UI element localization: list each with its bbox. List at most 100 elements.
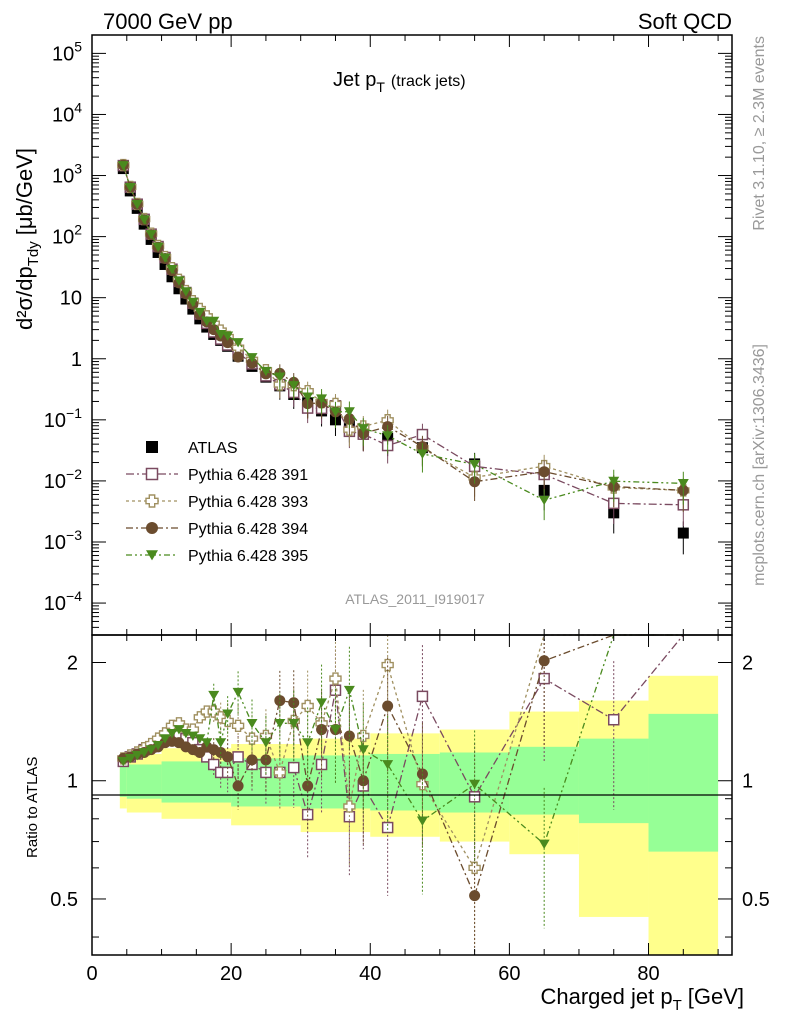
y-tick-label: 10−4 — [44, 588, 82, 615]
legend-label: Pythia 6.428 395 — [188, 548, 308, 565]
data-point — [222, 331, 234, 341]
ratio-plot-data — [117, 634, 684, 955]
ratio-point — [173, 725, 185, 735]
ratio-point — [302, 738, 314, 748]
main-frame — [91, 34, 733, 636]
data-point — [166, 271, 178, 283]
legend-label: Pythia 6.428 394 — [188, 521, 308, 538]
ratio-tick-label: 0.5 — [742, 889, 770, 911]
band-inner — [578, 738, 649, 824]
ratio-point — [316, 698, 328, 708]
ratio-point — [416, 690, 429, 703]
ratio-point — [469, 890, 481, 902]
y-tick-label: 10−1 — [44, 405, 82, 432]
data-point — [159, 258, 171, 270]
ratio-point — [260, 754, 272, 766]
main-plot-data — [117, 158, 690, 555]
ratio-point — [159, 734, 171, 744]
ratio-point — [302, 780, 314, 792]
data-point — [316, 394, 328, 404]
ratio-point — [343, 800, 356, 813]
legend-marker — [145, 494, 159, 508]
data-point — [416, 449, 428, 459]
rivet-label: Rivet 3.1.10, ≥ 2.3M events — [751, 36, 768, 231]
ratio-point — [222, 709, 234, 719]
ratio-point — [193, 711, 207, 724]
data-point — [131, 200, 143, 210]
y-axis-label: d²σ/dpTdy[μb/GeV] — [12, 148, 42, 330]
ratio-point — [416, 816, 428, 826]
data-point — [187, 297, 199, 308]
data-point — [166, 265, 178, 275]
category-label: Soft QCD — [638, 9, 732, 34]
ratio-point — [274, 695, 286, 707]
legend-marker — [146, 550, 158, 561]
svg-text:Jet pT(track jets): Jet pT (track jets) — [333, 69, 466, 95]
data-point — [677, 479, 689, 489]
ratio-point — [180, 728, 192, 739]
ratio-point — [201, 738, 213, 748]
data-point — [173, 283, 185, 295]
data-point — [222, 337, 234, 349]
plot-title: Jet pT (track jets) — [333, 69, 466, 95]
ratio-point — [382, 700, 394, 712]
ratio-point — [232, 780, 244, 792]
data-point — [677, 527, 689, 539]
ratio-point — [166, 728, 178, 739]
data-point — [145, 230, 157, 240]
data-point — [357, 424, 369, 434]
ratio-point — [469, 779, 481, 790]
data-point — [173, 276, 185, 286]
ratio-tick-label: 2 — [67, 653, 78, 675]
legend: ATLAS Pythia 6.428 391 Pythia 6.428 393 Pyt… — [126, 440, 308, 565]
data-point — [260, 366, 272, 377]
data-point — [469, 460, 481, 470]
y-tick-label: 103 — [52, 161, 82, 188]
legend-marker — [146, 441, 158, 453]
legend-marker — [146, 522, 158, 534]
ratio-point — [287, 761, 300, 774]
data-point — [201, 316, 213, 327]
y-tick-label: 1 — [71, 349, 82, 371]
data-point — [138, 215, 150, 225]
ratio-point — [381, 658, 394, 672]
ratio-tick-label: 0.5 — [50, 889, 78, 911]
ratio-point — [246, 718, 258, 729]
data-point — [302, 392, 314, 402]
energy-label: 7000 GeV pp — [103, 9, 233, 34]
data-point — [382, 431, 394, 441]
legend-label: Pythia 6.428 391 — [188, 467, 308, 484]
data-point — [343, 407, 355, 417]
x-tick-label: 40 — [359, 963, 381, 985]
ratio-point — [124, 753, 136, 764]
data-point — [246, 353, 258, 363]
y-tick-label: 102 — [52, 222, 82, 249]
y-tick-label: 104 — [52, 99, 82, 126]
band-inner — [119, 766, 127, 797]
title-note: (track jets) — [391, 73, 466, 90]
ratio-point — [538, 839, 550, 849]
ratio-line — [123, 634, 684, 870]
legend-label: Pythia 6.428 393 — [188, 494, 308, 511]
ratio-point — [138, 748, 150, 758]
ratio-point — [288, 718, 300, 729]
y-tick-label: 10 — [60, 288, 82, 310]
ratio-point — [246, 754, 258, 766]
ratio-point — [131, 751, 143, 761]
data-point — [538, 466, 550, 478]
data-point — [329, 407, 341, 417]
ratio-point — [301, 699, 314, 713]
ratio-point — [288, 697, 300, 709]
ratio-point — [538, 655, 550, 667]
ratio-point — [232, 751, 244, 763]
data-point — [124, 183, 136, 193]
ratio-point — [145, 745, 157, 755]
ratio-tick-label: 1 — [67, 771, 78, 793]
band-inner — [648, 713, 719, 852]
x-tick-label: 20 — [220, 963, 242, 985]
data-point — [232, 351, 244, 363]
title-main: Jet p — [333, 69, 376, 91]
analysis-id: ATLAS_2011_I919017 — [345, 591, 485, 607]
ratio-point — [382, 760, 394, 770]
